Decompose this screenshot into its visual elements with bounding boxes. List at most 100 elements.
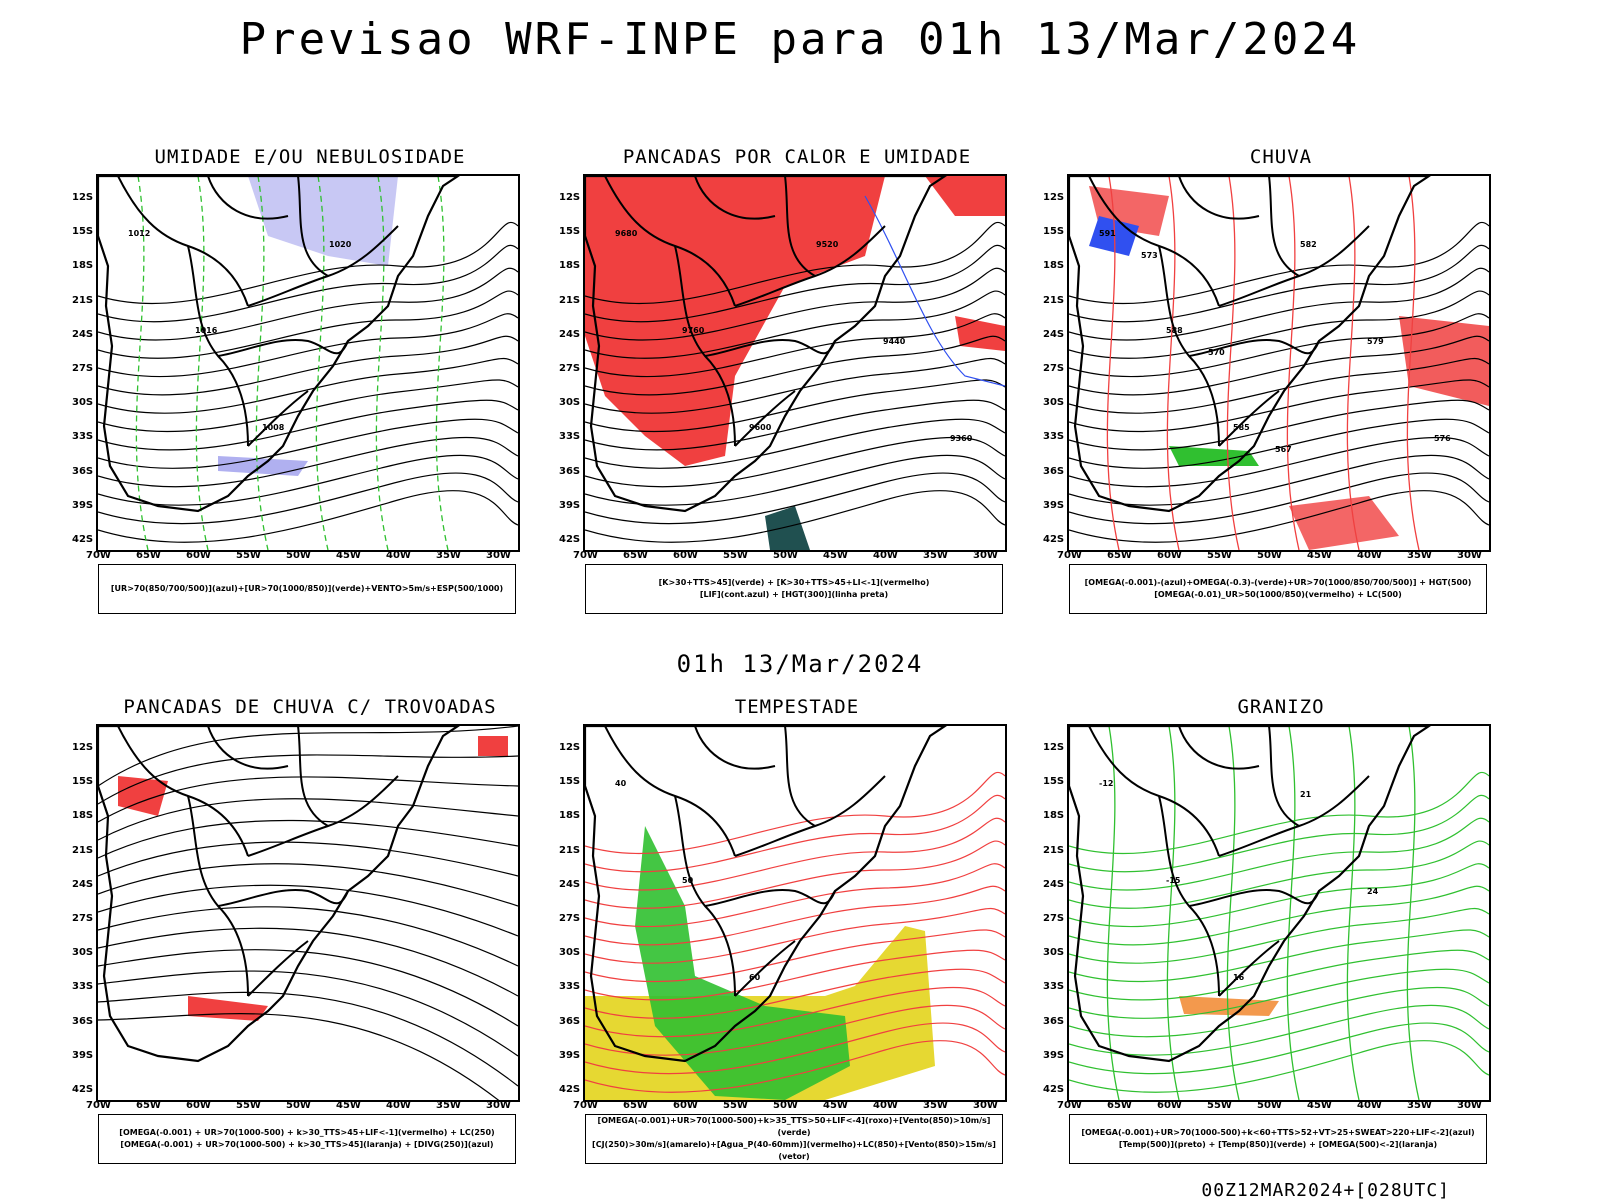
map-svg: 591 588 585 582 579 576 573 570 567 — [1069, 176, 1489, 550]
mid-date-label: 01h 13/Mar/2024 — [676, 650, 924, 678]
contour-line — [585, 885, 1005, 946]
lon-tick-label: 45W — [823, 1100, 848, 1111]
contour-line — [585, 840, 1005, 909]
contour-label: 573 — [1141, 251, 1158, 260]
legend-line: [LIF](cont.azul) + [HGT(300)](linha pret… — [699, 590, 889, 599]
contour-line — [1069, 379, 1489, 433]
lat-tick-label: 42S — [72, 1084, 94, 1095]
map-area: 1012 1016 1008 1020 — [96, 174, 520, 552]
contour-line — [1069, 907, 1489, 964]
contour-line — [1069, 949, 1489, 1001]
contour-line — [585, 313, 1005, 378]
contour-line — [585, 357, 1005, 414]
lat-tick-label: 33S — [1043, 431, 1065, 443]
political-border — [1268, 726, 1300, 827]
lat-tick-label: 33S — [559, 431, 581, 443]
coastline — [585, 726, 947, 1063]
legend-line: [K>30+TTS>45](verde) + [K>30+TTS>45+LI<-… — [658, 578, 930, 587]
contour-line — [1069, 472, 1489, 525]
lat-tick-label: 27S — [72, 913, 94, 924]
panel-granizo: GRANIZO -12 -15 16 21 24 12S 15S 18S 21S 24S 27S 30S… — [1043, 696, 1511, 1186]
political-border — [117, 176, 249, 307]
lat-tick-label: 18S — [1043, 810, 1065, 822]
contour-label: 24 — [1367, 887, 1379, 896]
contour-label: 9360 — [950, 434, 973, 443]
political-border — [1088, 726, 1220, 857]
lon-tick-label: 60W — [673, 1100, 698, 1111]
panel-umidade: UMIDADE E/OU NEBULOSIDADE 1012 1016 1008 102… — [72, 146, 540, 636]
lon-tick-label: 50W — [1257, 1100, 1282, 1111]
lon-tick-label: 45W — [336, 550, 361, 561]
lon-tick-label: 50W — [773, 1100, 798, 1111]
lat-tick-label: 24S — [1043, 328, 1065, 340]
contour-line — [98, 970, 518, 1057]
contour-line — [98, 335, 518, 396]
lon-tick-label: 65W — [1107, 550, 1132, 561]
contour-line — [1069, 794, 1489, 873]
political-border — [1188, 889, 1320, 907]
contour-label: 9440 — [883, 337, 906, 346]
map-svg: 1012 1016 1008 1020 — [98, 176, 518, 550]
political-border — [187, 245, 249, 447]
lat-tick-label: 39S — [1043, 499, 1065, 511]
lat-tick-label: 21S — [72, 294, 94, 306]
map-area — [96, 724, 520, 1102]
political-border — [1218, 390, 1280, 447]
instability-area — [585, 176, 885, 466]
contour-line — [98, 244, 518, 323]
political-border — [1158, 245, 1220, 447]
lon-tick-label: 30W — [1457, 1100, 1482, 1111]
lat-tick-label: 42S — [1043, 1084, 1065, 1095]
contour-label: 9520 — [816, 240, 839, 249]
lat-tick-label: 27S — [1043, 363, 1065, 374]
lat-tick-label: 27S — [1043, 913, 1065, 924]
contour-label: 1008 — [262, 423, 285, 432]
lat-tick-label: 33S — [559, 981, 581, 993]
lon-tick-label: 30W — [973, 1100, 998, 1111]
contour-line — [1069, 1004, 1489, 1056]
panel-title: GRANIZO — [1237, 696, 1325, 718]
contour-line — [1069, 885, 1489, 946]
lat-tick-label: 39S — [72, 499, 94, 511]
map-area: 40 50 60 — [583, 724, 1007, 1102]
contour-line — [98, 313, 518, 378]
contour-line — [1069, 313, 1489, 378]
contour-line — [1069, 267, 1489, 341]
legend-box: [OMEGA(-0.001)+UR>70(1000-500)+k<60+TTS>… — [1069, 1114, 1487, 1164]
political-border — [1158, 795, 1220, 997]
contour-label: 60 — [749, 973, 761, 982]
political-border — [784, 176, 816, 277]
lon-tick-label: 55W — [723, 550, 748, 561]
political-border — [784, 726, 816, 827]
lon-tick-label: 60W — [1157, 1100, 1182, 1111]
contour-label: -15 — [1166, 876, 1181, 885]
lat-tick-label: 36S — [72, 1015, 94, 1027]
contour-line — [98, 754, 518, 805]
panel-title: PANCADAS DE CHUVA C/ TROVOADAS — [123, 696, 497, 718]
contour-line — [1069, 454, 1489, 506]
contour-line — [585, 986, 1005, 1038]
contour-line — [1069, 221, 1489, 305]
map-svg: 9680 9760 9600 9520 9440 9360 — [585, 176, 1005, 550]
legend-line: [UR>70(850/700/500)](azul)+[UR>70(1000/8… — [110, 584, 504, 593]
contour-label: 585 — [1233, 423, 1250, 432]
lon-tick-label: 35W — [1407, 550, 1432, 561]
lat-tick-label: 12S — [1043, 742, 1065, 753]
contour-line — [98, 841, 518, 877]
panel-title: PANCADAS POR CALOR E UMIDADE — [622, 146, 972, 168]
lat-tick-label: 15S — [1043, 226, 1065, 238]
political-border — [694, 726, 776, 770]
contour-line — [585, 472, 1005, 525]
contour-line — [98, 267, 518, 341]
coastline — [1069, 726, 1431, 1063]
lat-tick-label: 30S — [1043, 947, 1065, 959]
lat-tick-label: 15S — [72, 226, 94, 238]
lon-tick-label: 55W — [1207, 550, 1232, 561]
lat-tick-label: 18S — [559, 260, 581, 272]
lat-tick-label: 33S — [72, 981, 94, 993]
political-border — [704, 889, 836, 907]
contour-line — [98, 863, 518, 907]
contour-line — [98, 418, 518, 469]
contour-line — [98, 290, 518, 359]
contour-label: 576 — [1434, 434, 1451, 443]
